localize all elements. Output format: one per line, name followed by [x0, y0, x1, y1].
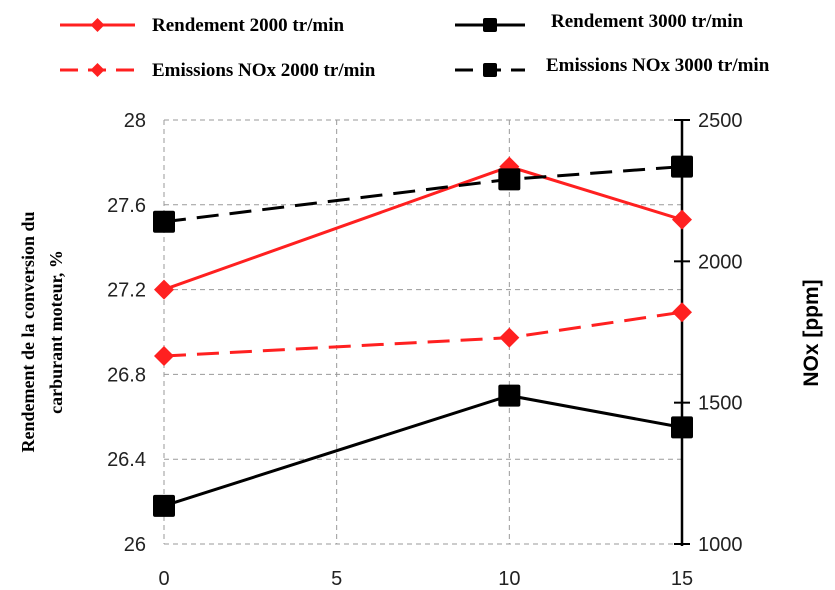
y-right-tick-label: 2000	[698, 251, 743, 273]
data-point-marker	[499, 327, 520, 348]
legend-label: Emissions NOx 2000 tr/min	[152, 60, 376, 81]
x-tick-label: 15	[671, 568, 693, 590]
data-point-marker	[153, 210, 175, 233]
y-right-tick-label: 1500	[698, 393, 743, 415]
legend-label: Rendement 2000 tr/min	[152, 15, 345, 36]
y-right-tick-label: 2500	[698, 110, 743, 132]
y-axis-right-label: NOx [ppm]	[800, 279, 823, 386]
y-left-tick-label: 27.6	[107, 195, 146, 217]
series-line	[163, 310, 683, 358]
legend-marker	[90, 18, 105, 32]
series-layer	[153, 155, 693, 517]
legend-label: Rendement 3000 tr/min	[551, 11, 744, 32]
legend-marker	[483, 63, 497, 77]
y-axis-left-label-line2: carburant moteur, %	[46, 250, 66, 414]
data-point-marker	[671, 416, 693, 439]
y-axis-left-label-line1: Rendement de la conversion du	[18, 211, 38, 452]
y-left-tick-label: 26.4	[107, 449, 146, 471]
y-right-tick-label: 1000	[698, 534, 743, 556]
legend: Rendement 2000 tr/min Rendement 3000 tr/m…	[60, 11, 770, 81]
data-point-marker	[671, 155, 693, 178]
data-point-marker	[153, 494, 175, 517]
data-point-marker	[154, 346, 174, 367]
data-point-marker	[498, 384, 521, 407]
series-line	[163, 165, 683, 292]
series-2	[153, 384, 693, 517]
data-point-marker	[154, 279, 174, 300]
x-tick-label: 5	[331, 568, 342, 590]
x-tick-label: 10	[498, 568, 520, 590]
y-left-tick-label: 26	[124, 534, 146, 556]
y-left-tick-label: 28	[124, 110, 146, 132]
y-left-tick-label: 26.8	[107, 364, 146, 386]
series-line	[163, 394, 683, 508]
legend-marker	[483, 18, 497, 32]
x-tick-label: 0	[158, 568, 169, 590]
data-point-marker	[672, 209, 692, 230]
legend-item-3: Emissions NOx 2000 tr/min	[60, 60, 376, 81]
legend-item-1: Rendement 2000 tr/min	[60, 15, 345, 36]
legend-marker	[90, 63, 105, 77]
series-4	[153, 155, 693, 233]
data-point-marker	[672, 302, 692, 323]
y-left-tick-label: 27.2	[107, 280, 146, 302]
series-1	[154, 156, 692, 300]
legend-label: Emissions NOx 3000 tr/min	[546, 55, 770, 76]
data-point-marker	[498, 168, 521, 191]
series-line	[163, 165, 683, 224]
legend-item-2: Rendement 3000 tr/min	[455, 11, 744, 32]
legend-item-4: Emissions NOx 3000 tr/min	[455, 55, 770, 77]
series-3	[154, 302, 692, 367]
